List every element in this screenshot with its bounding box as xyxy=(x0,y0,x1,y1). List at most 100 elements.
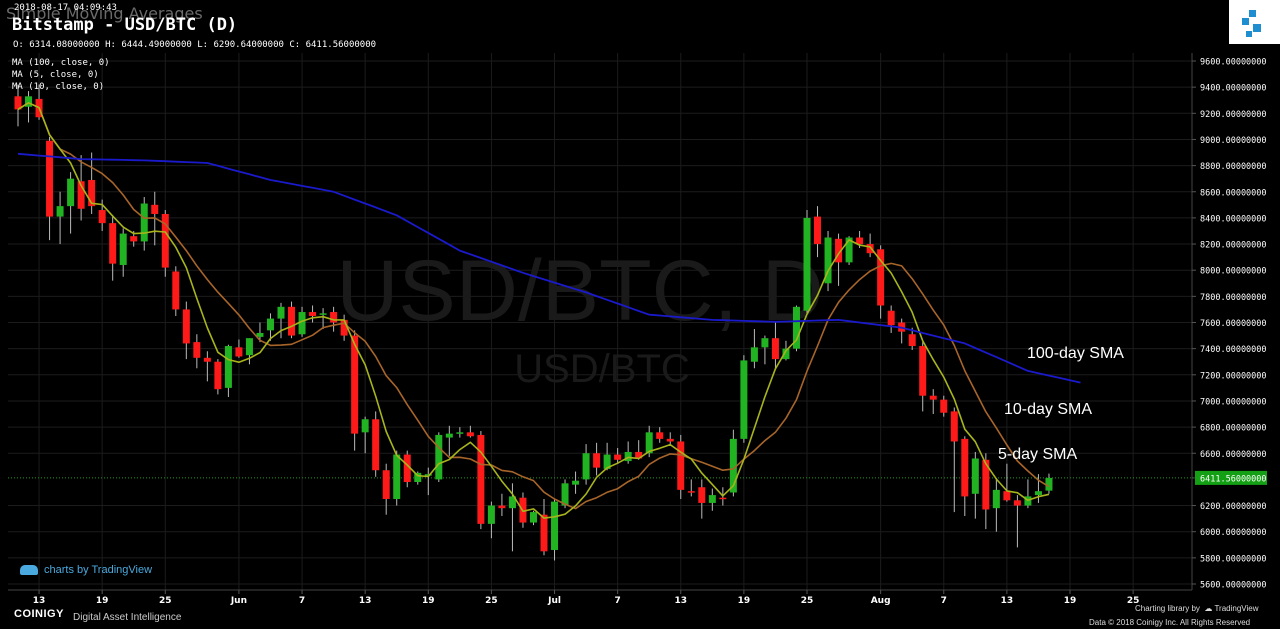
y-tick-label: 7600.00000000 xyxy=(1200,319,1267,329)
candle-body xyxy=(961,438,969,497)
x-tick-label: 13 xyxy=(1001,596,1014,606)
y-tick-label: 8800.00000000 xyxy=(1200,162,1267,172)
candle-body xyxy=(119,233,127,265)
candle-body xyxy=(340,319,348,336)
tradingview-credit-link[interactable]: charts by TradingView xyxy=(20,564,152,576)
charting-library-credit[interactable]: Charting library by ☁ TradingView xyxy=(1135,604,1258,613)
y-tick-label: 9000.00000000 xyxy=(1200,136,1267,146)
x-tick-label: Aug xyxy=(871,596,891,606)
candle-body xyxy=(182,309,190,344)
watermark-line2: USD/BTC xyxy=(514,347,690,391)
y-tick-label: 6600.00000000 xyxy=(1200,450,1267,460)
candle-body xyxy=(193,342,201,358)
candle-body xyxy=(561,483,569,506)
candle-body xyxy=(487,505,495,524)
candle-body xyxy=(687,491,695,493)
candle-body xyxy=(698,487,706,503)
x-tick-label: 7 xyxy=(941,596,947,606)
candle-body xyxy=(856,237,864,245)
candle-body xyxy=(551,501,559,551)
x-tick-label: 13 xyxy=(674,596,687,606)
ohlc-readout: O: 6314.08000000 H: 6444.49000000 L: 629… xyxy=(13,40,377,50)
candle-body xyxy=(224,346,232,388)
y-tick-label: 8400.00000000 xyxy=(1200,214,1267,224)
candle-body xyxy=(792,306,800,349)
x-tick-label: 25 xyxy=(159,596,172,606)
y-tick-label: 6200.00000000 xyxy=(1200,502,1267,512)
coinigy-tagline: Digital Asset Intelligence xyxy=(73,612,182,623)
candle-body xyxy=(529,512,537,523)
candle-body xyxy=(908,334,916,347)
x-tick-label: Jul xyxy=(547,596,561,606)
candle-body xyxy=(288,306,296,336)
x-tick-label: 13 xyxy=(33,596,46,606)
candle-body xyxy=(477,434,485,524)
copyright: Data © 2018 Coinigy Inc. All Rights Rese… xyxy=(1089,618,1251,627)
ma10-line xyxy=(17,102,1050,510)
tradingview-credit-text: charts by TradingView xyxy=(44,564,153,576)
y-tick-label: 7200.00000000 xyxy=(1200,371,1267,381)
candle-body xyxy=(508,496,516,509)
x-tick-label: 25 xyxy=(485,596,498,606)
candle-body xyxy=(572,480,580,485)
charting-library-text: Charting library by xyxy=(1135,604,1200,613)
candle-body xyxy=(25,96,33,107)
candle-body xyxy=(877,249,885,306)
x-axis: 13 19 25 Jun 7 13 19 25 Jul 7 13 19 25 Aug 7 13 19 25 xyxy=(8,589,1192,606)
x-tick-label: 13 xyxy=(359,596,372,606)
y-tick-label: 7000.00000000 xyxy=(1200,397,1267,407)
candle-body xyxy=(424,474,432,476)
candle-body xyxy=(1045,477,1053,491)
last-price-label: 6411.56000000 xyxy=(1200,474,1267,484)
candle-body xyxy=(761,338,769,348)
candle-body xyxy=(14,96,22,110)
overlay-title: Simple Moving Averages xyxy=(6,4,203,23)
x-tick-label: 25 xyxy=(801,596,814,606)
coinigy-corner-icon[interactable] xyxy=(1229,0,1280,44)
candle-body xyxy=(235,347,243,357)
y-tick-label: 9600.00000000 xyxy=(1200,58,1267,68)
candle-body xyxy=(835,238,843,263)
candle-body xyxy=(582,453,590,480)
candle-body xyxy=(403,454,411,483)
y-tick-label: 8200.00000000 xyxy=(1200,241,1267,251)
candle-body xyxy=(372,419,380,471)
x-tick-label: 19 xyxy=(738,596,751,606)
x-tick-label: 19 xyxy=(422,596,435,606)
candle-body xyxy=(540,514,548,552)
candle-body xyxy=(361,419,369,433)
candle-body xyxy=(298,312,306,335)
tradingview-name: TradingView xyxy=(1214,604,1259,613)
candle-body xyxy=(950,411,958,442)
y-tick-label: 5800.00000000 xyxy=(1200,554,1267,564)
candle-body xyxy=(203,357,211,362)
x-tick-label: 19 xyxy=(1064,596,1077,606)
indicator-ma5[interactable]: MA (5, close, 0) xyxy=(12,70,99,80)
candle-body xyxy=(814,216,822,245)
candle-body xyxy=(919,346,927,396)
candle-body xyxy=(445,433,453,438)
y-tick-label: 9400.00000000 xyxy=(1200,84,1267,94)
x-tick-label: 7 xyxy=(299,596,305,606)
candle-body xyxy=(635,451,643,459)
candle-body xyxy=(614,454,622,460)
y-tick-label: 6800.00000000 xyxy=(1200,424,1267,434)
candle-body xyxy=(330,312,338,323)
candle-body xyxy=(719,497,727,500)
candle-body xyxy=(750,347,758,362)
candle-body xyxy=(393,454,401,500)
indicator-ma10[interactable]: MA (10, close, 0) xyxy=(12,82,105,92)
candle-body xyxy=(740,360,748,439)
candle-body xyxy=(887,310,895,326)
candle-body xyxy=(824,237,832,284)
candle-body xyxy=(498,505,506,509)
indicator-ma100[interactable]: MA (100, close, 0) xyxy=(12,58,110,68)
candle-body xyxy=(603,454,611,469)
candle-body xyxy=(593,453,601,468)
candle-body xyxy=(245,338,253,356)
candle-body xyxy=(351,335,359,434)
candle-body xyxy=(677,441,685,490)
annotation-sma10: 10-day SMA xyxy=(1004,401,1093,418)
